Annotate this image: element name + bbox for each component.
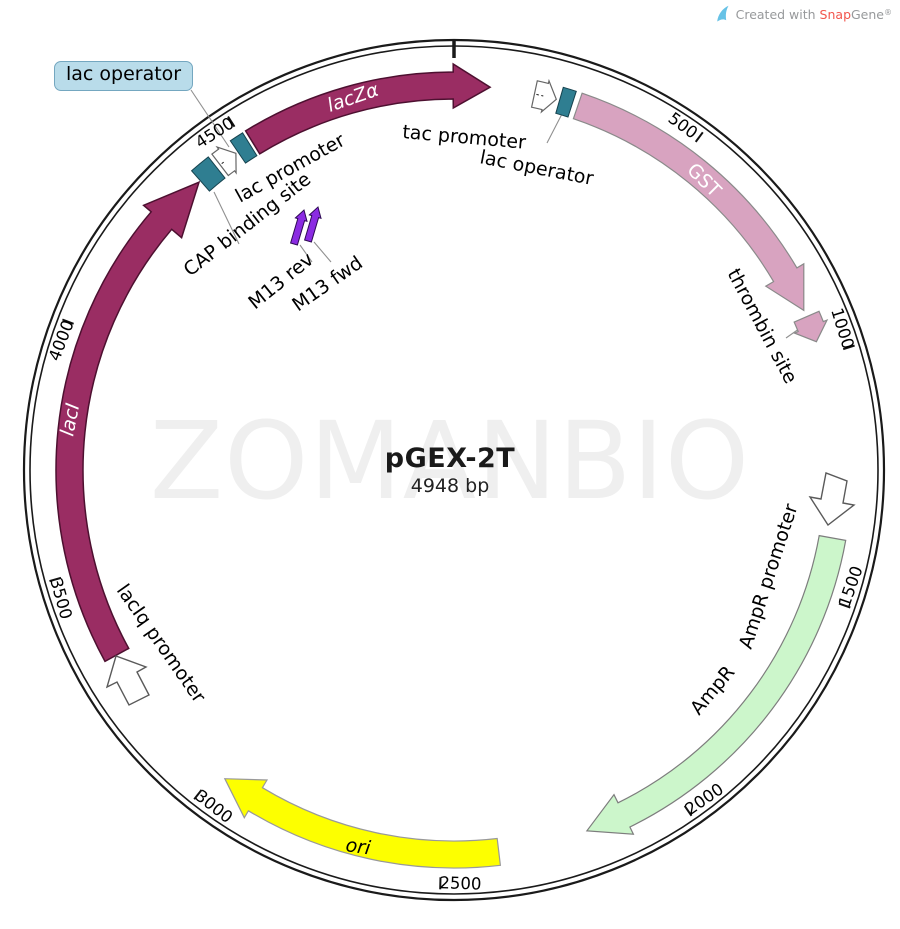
tick-mark-4000 [62,318,74,325]
feature-lac_promoter-dotted-line [221,160,226,165]
snapgene-logo-icon [716,5,729,22]
label-AmpR: AmpR [686,662,739,720]
feature-GST [572,92,805,312]
watermark-text: ZOMANBIO [149,400,751,524]
leader-line-1 [213,191,240,245]
plasmid-name: pGEX-2T [384,443,516,474]
feature-tac_promoter-dotted-line [536,93,544,97]
credit-brand-snap: Snap [819,6,851,22]
feature-ori [223,778,502,869]
credit-prefix: Created with [735,6,820,22]
leader-line-3 [313,241,332,263]
label-lac_operator_2: lac operator [478,146,595,190]
plasmid-length: 4948 bp [410,475,490,497]
credit-registered-mark: ® [884,7,892,17]
tick-mark-4500 [227,116,236,128]
feature-AmpR [585,534,847,835]
feature-arcs [55,62,847,869]
credit-brand-gene: Gene [851,6,884,22]
credit-text: Created with SnapGene® [736,7,892,22]
tick-mark-3500 [49,576,62,583]
label-ori: ori [344,834,372,859]
feature-lac_promoter [211,145,237,177]
tick-label-3000: 3000 [192,786,237,827]
tick-mark-1500 [838,602,851,609]
map-center-title: pGEX-2T 4948 bp [0,443,900,497]
feature-CAP_site [190,156,226,192]
tick-mark-2000 [683,805,693,817]
feature-tac_promoter [530,78,558,114]
leader-line-2 [299,244,313,263]
M13_rev-primer-icon [289,209,308,246]
tick-mark-1000 [842,344,855,351]
tick-mark-3000 [193,789,203,800]
tick-label-2500: 2500 [439,873,482,893]
feature-thrombin_site [792,310,829,343]
leader-line-4 [546,111,564,144]
lac-operator-highlight-box: lac operator [54,61,194,91]
ampr-promoter-arrow-icon [808,472,856,527]
feature-lac_operator_2 [555,86,577,118]
feature-lac_operator_1 [229,132,258,164]
feature-lacZa [244,62,492,155]
lac-operator-highlight-label: lac operator [66,63,182,85]
M13_fwd-primer-icon [303,206,322,243]
tick-mark-500 [694,131,704,143]
feature-lacI [55,180,201,663]
feature-markers [105,206,856,706]
snapgene-credit: Created with SnapGene® [715,5,892,23]
laciq-promoter-arrow-icon [105,655,150,706]
label-tac_promoter: tac promoter [402,121,527,154]
leader-line-0 [190,89,230,148]
